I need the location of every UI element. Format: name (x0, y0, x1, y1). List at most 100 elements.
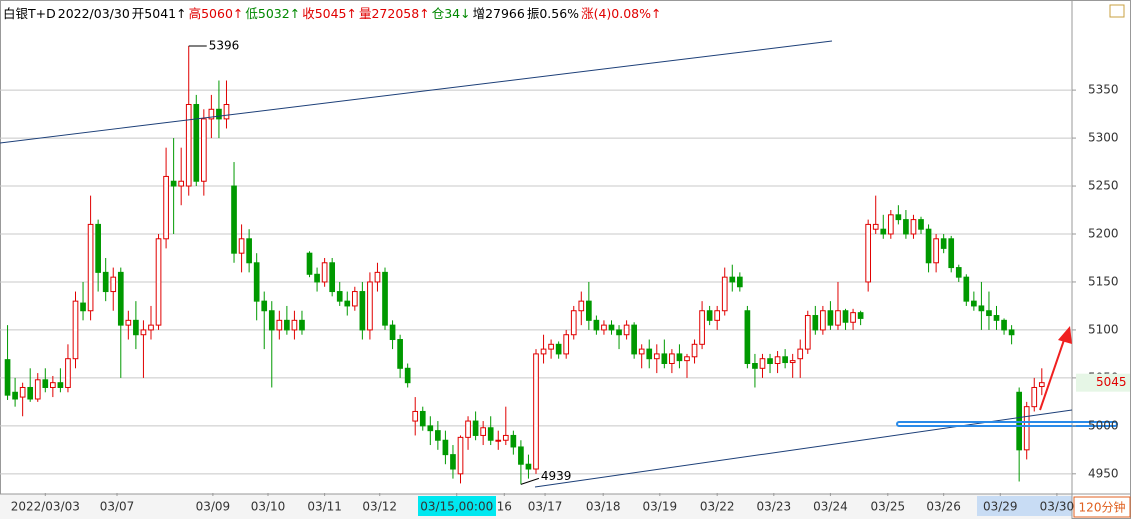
candle-body (518, 446, 524, 465)
candle-body (216, 108, 222, 120)
candle-body (321, 262, 328, 283)
candle-body (684, 356, 690, 362)
candle-body (752, 362, 758, 369)
menu-icon[interactable] (1109, 4, 1125, 18)
candle-body (487, 427, 494, 441)
candle-body (971, 300, 977, 307)
candle-body (993, 315, 1000, 321)
selection-highlight (977, 496, 1072, 516)
candle-body (291, 319, 298, 331)
candle-body (1038, 382, 1045, 388)
candle-body (903, 219, 909, 235)
candle-body (691, 343, 698, 358)
candle-body (102, 271, 109, 293)
candle-body (948, 238, 955, 269)
x-tick-label: 03/18 (586, 500, 621, 514)
x-tick-label: 03/17 (528, 500, 563, 514)
candle-body (601, 324, 607, 331)
candle-body (887, 214, 894, 235)
candle-body (827, 310, 834, 326)
candle-body (767, 358, 773, 364)
candle-body (721, 276, 728, 312)
candle-body (170, 180, 177, 187)
candle-body (80, 302, 86, 312)
annotation-leader (520, 477, 540, 485)
x-tick-label: 03/25 (871, 500, 906, 514)
last-price-box (1076, 373, 1130, 392)
candle-body (865, 223, 872, 283)
candle-body (253, 262, 260, 302)
candle-body (978, 305, 985, 312)
x-tick-label: 03/07 (100, 500, 135, 514)
candle-body (661, 353, 668, 364)
candle-body (50, 382, 56, 388)
candle-body (578, 300, 585, 312)
candle-body (344, 300, 351, 307)
candle-body (19, 386, 26, 398)
candle-body (631, 324, 637, 355)
candle-body (593, 319, 600, 331)
x-tick-label: 03/23 (757, 500, 792, 514)
x-tick-label: 03/29 (983, 500, 1018, 514)
y-tick-label: 5350 (1088, 83, 1119, 97)
candle-body (238, 238, 245, 254)
candle-body (669, 353, 675, 364)
period: 120分钟 (1079, 500, 1126, 515)
candle-body (533, 353, 539, 470)
candle-body (1008, 329, 1015, 336)
candle-body (736, 276, 743, 288)
header-item: 增27966 (472, 6, 525, 21)
candle-body (155, 238, 162, 326)
header-item: 涨(4)0.08%↑ (581, 6, 662, 21)
candle-body (450, 454, 456, 470)
candle-body (435, 430, 441, 441)
candle-body (699, 310, 705, 345)
annotation: 5396 (209, 38, 240, 52)
y-tick-label: 5100 (1088, 322, 1119, 336)
candle-body (910, 219, 917, 235)
candle-body (27, 386, 34, 400)
candle-body (397, 339, 403, 369)
x-tick-label: 03/15,00:00 (420, 500, 493, 514)
candle-body (306, 252, 313, 275)
candle-body (608, 324, 615, 331)
candle-body (178, 180, 185, 187)
candle-body (933, 238, 939, 264)
x-tick-label: 03/10 (251, 500, 286, 514)
candle-body (638, 348, 645, 355)
period-box[interactable] (1073, 496, 1131, 518)
candle-body (246, 238, 252, 264)
candle-body (555, 343, 562, 355)
header-item: 高5060↑ (188, 6, 244, 21)
candle-body (125, 319, 132, 326)
header-item: 量272058↑ (358, 6, 430, 21)
x-tick-label: 03/26 (926, 500, 961, 514)
candle-body (714, 310, 721, 321)
candle-body (42, 379, 49, 388)
candle-body (706, 310, 713, 321)
header-item: 低5032↑ (245, 6, 301, 21)
arrow-head (1058, 326, 1072, 344)
candle-body (797, 348, 804, 360)
candle-body (193, 103, 200, 182)
x-tick-label: 03/12 (362, 500, 397, 514)
header-item: 白银T+D (3, 6, 56, 21)
candle-body (359, 291, 366, 331)
candle-body (940, 238, 947, 249)
cursor-highlight (418, 496, 496, 516)
candle-body (789, 360, 796, 364)
candle-body (1031, 386, 1038, 408)
candle-body (623, 324, 630, 336)
candle-body (570, 310, 577, 336)
candle-body (676, 353, 683, 362)
candle-body (57, 382, 64, 388)
candle-body (351, 291, 358, 307)
candle-body (34, 379, 41, 400)
candle-body (472, 420, 479, 436)
x-tick-label: 03/30 (1040, 500, 1075, 514)
candle-body (87, 223, 94, 312)
candle-body (200, 118, 207, 182)
candle-body (284, 319, 290, 331)
candle-body (782, 356, 788, 364)
